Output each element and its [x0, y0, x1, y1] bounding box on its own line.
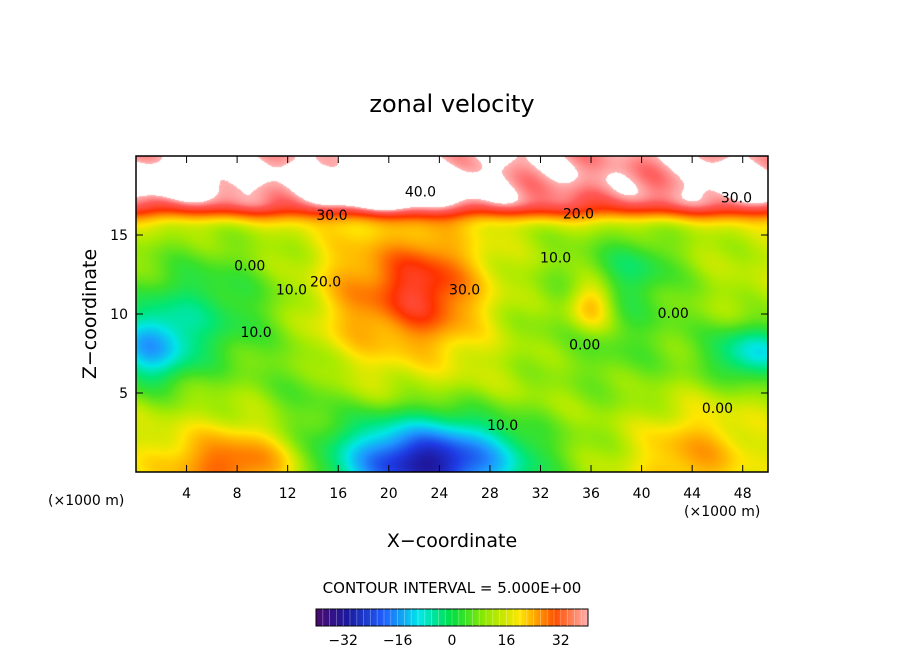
contour-label: 10.0: [487, 418, 518, 434]
y-tick-label: 15: [110, 228, 128, 244]
colorbar-stripes: [322, 609, 582, 626]
contour-label: 30.0: [316, 208, 347, 224]
colorbar-ticks: −32 −16 0 16 32: [328, 633, 569, 649]
x-tick-label: 44: [683, 486, 701, 502]
colorbar-tick-label: 32: [552, 633, 570, 649]
x-tick-label: 8: [233, 486, 242, 502]
x-tick-label: 28: [481, 486, 499, 502]
y-tick-label: 10: [110, 307, 128, 323]
contour-labels: 40.030.030.020.030.020.010.00.0010.010.0…: [234, 184, 752, 434]
contour-interval: CONTOUR INTERVAL = 5.000E+00: [323, 579, 582, 597]
contour-label: 10.0: [276, 282, 307, 298]
x-tick-label: 16: [329, 486, 347, 502]
colorbar-tick-label: −16: [383, 633, 413, 649]
x-tick-label: 20: [380, 486, 398, 502]
x-unit-left: (×1000 m): [48, 493, 124, 509]
y-axis-title: Z−coordinate: [79, 249, 101, 379]
velocity-field: [136, 156, 768, 472]
colorbar: −32 −16 0 16 32: [315, 608, 589, 649]
x-unit-right: (×1000 m): [684, 504, 760, 520]
x-tick-label: 36: [582, 486, 600, 502]
x-tick-label: 4: [182, 486, 191, 502]
contour-label: 20.0: [310, 274, 341, 290]
x-axis-title: X−coordinate: [387, 530, 517, 552]
contour-label: 30.0: [721, 191, 752, 207]
chart-title: zonal velocity: [369, 90, 534, 118]
y-tick-label: 5: [119, 386, 128, 402]
colorbar-tick-label: 16: [497, 633, 515, 649]
plot-area: 40.030.030.020.030.020.010.00.0010.010.0…: [110, 155, 769, 502]
contour-label: 10.0: [540, 251, 571, 267]
contour-label: 0.00: [702, 401, 733, 417]
x-tick-label: 48: [734, 486, 752, 502]
contour-label: 10.0: [240, 325, 271, 341]
colorbar-tick-label: 0: [448, 633, 457, 649]
x-tick-label: 12: [279, 486, 297, 502]
contour-label: 0.00: [569, 338, 600, 354]
contour-label: 0.00: [658, 306, 689, 322]
colorbar-gradient: [315, 608, 589, 627]
contour-label: 30.0: [449, 282, 480, 298]
colorbar-tick-label: −32: [328, 633, 358, 649]
contour-label: 0.00: [234, 259, 265, 275]
x-tick-label: 32: [532, 486, 550, 502]
contour-label: 40.0: [405, 184, 436, 200]
x-tick-label: 40: [633, 486, 651, 502]
x-tick-label: 24: [430, 486, 448, 502]
contour-label: 20.0: [563, 206, 594, 222]
